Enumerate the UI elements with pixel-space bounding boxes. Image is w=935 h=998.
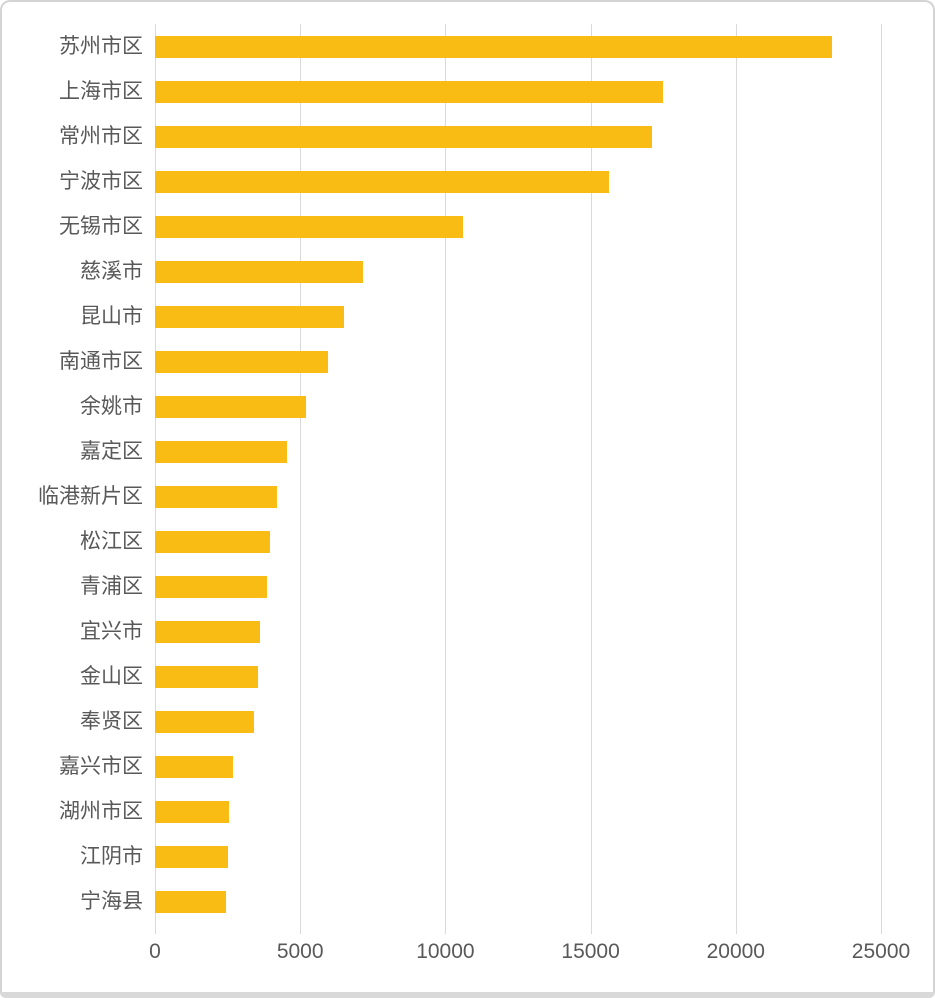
category-label: 昆山市 [80,305,143,328]
x-tick-label: 5000 [276,940,324,963]
chart-row [155,339,881,384]
category-label: 湖州市区 [59,800,143,823]
category-label: 无锡市区 [59,215,143,238]
category-label: 常州市区 [59,125,143,148]
bar [155,710,254,733]
chart-row [155,789,881,834]
x-axis: 0 5000 10000 15000 20000 25000 [149,934,910,976]
bar [155,80,664,103]
x-tick-label: 20000 [706,940,765,963]
chart-row [155,519,881,564]
chart-row [155,834,881,879]
plot-area [155,24,882,934]
bar [155,620,260,643]
bar [155,170,610,193]
chart-row [155,654,881,699]
chart-row [155,564,881,609]
category-label: 青浦区 [80,575,143,598]
bar [155,575,267,598]
chart-row [155,609,881,654]
x-tick-label: 0 [149,940,161,963]
chart-row [155,474,881,519]
chart-row [155,879,881,924]
bar [155,665,259,688]
chart-row [155,204,881,249]
chart-row [155,294,881,339]
bar [155,305,344,328]
category-label: 苏州市区 [59,35,143,58]
chart-row [155,249,881,294]
chart-row [155,699,881,744]
chart-row [155,429,881,474]
category-axis: 苏州市区上海市区常州市区宁波市区无锡市区慈溪市昆山市南通市区余姚市嘉定区临港新片… [10,24,155,934]
category-label: 南通市区 [59,350,143,373]
category-label: 江阴市 [80,845,143,868]
bar [155,260,363,283]
x-tick-label: 10000 [416,940,475,963]
bar [155,215,463,238]
bar [155,395,306,418]
bar [155,530,270,553]
chart-row [155,744,881,789]
category-label: 宁波市区 [59,170,143,193]
category-label: 临港新片区 [38,485,143,508]
category-label: 宜兴市 [80,620,143,643]
category-label: 上海市区 [59,80,143,103]
chart-row [155,24,881,69]
bar [155,890,227,913]
bar-series [155,24,881,924]
bar [155,440,288,463]
bar [155,755,234,778]
bar [155,845,228,868]
category-label: 嘉定区 [80,440,143,463]
bar [155,35,832,58]
category-label: 金山区 [80,665,143,688]
x-tick-label: 15000 [561,940,620,963]
bar-chart: 苏州市区上海市区常州市区宁波市区无锡市区慈溪市昆山市南通市区余姚市嘉定区临港新片… [10,24,882,934]
chart-row [155,384,881,429]
category-label: 嘉兴市区 [59,755,143,778]
gridline [881,24,882,934]
x-tick-label: 25000 [851,940,911,963]
bar [155,125,652,148]
bar [155,350,328,373]
bar [155,800,230,823]
category-label: 慈溪市 [80,260,143,283]
category-label: 宁海县 [80,890,143,913]
chart-row [155,159,881,204]
chart-row [155,114,881,159]
category-label: 余姚市 [80,395,143,418]
category-label: 奉贤区 [80,710,143,733]
bar [155,485,277,508]
chart-row [155,69,881,114]
category-label: 松江区 [80,530,143,553]
